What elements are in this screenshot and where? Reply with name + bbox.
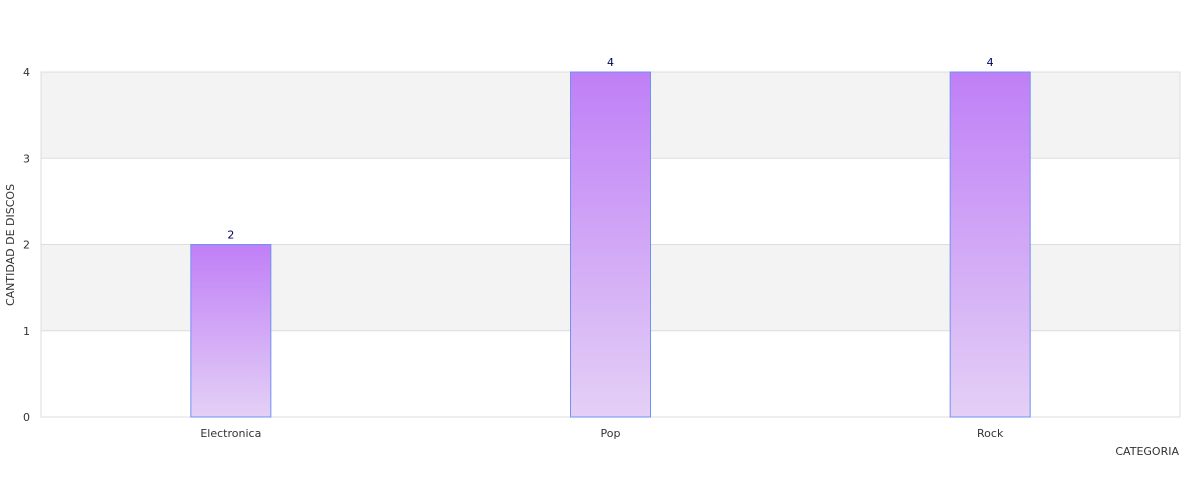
bar-pop	[570, 71, 651, 418]
y-tick-label: 3	[23, 152, 30, 165]
y-axis-title: CANTIDAD DE DISCOS	[4, 184, 17, 306]
x-tick-label: Pop	[601, 427, 621, 440]
data-label: 4	[987, 56, 994, 69]
data-label: 2	[227, 229, 234, 242]
y-tick-label: 0	[23, 411, 30, 424]
y-tick-label: 1	[23, 325, 30, 338]
y-tick-label: 4	[23, 66, 30, 79]
x-tick-label: Electronica	[200, 427, 261, 440]
x-axis-ticks: Electronica Pop Rock	[200, 427, 1004, 440]
bar-rock	[949, 71, 1031, 418]
data-labels: 2 4 4	[227, 56, 993, 242]
x-tick-label: Rock	[977, 427, 1004, 440]
bars	[190, 71, 1031, 418]
y-tick-label: 2	[23, 239, 30, 252]
bar-electronica	[190, 244, 272, 418]
x-axis-title: CATEGORIA	[1115, 445, 1179, 458]
y-axis-ticks: 0 1 2 3 4	[23, 66, 30, 424]
data-label: 4	[607, 56, 614, 69]
